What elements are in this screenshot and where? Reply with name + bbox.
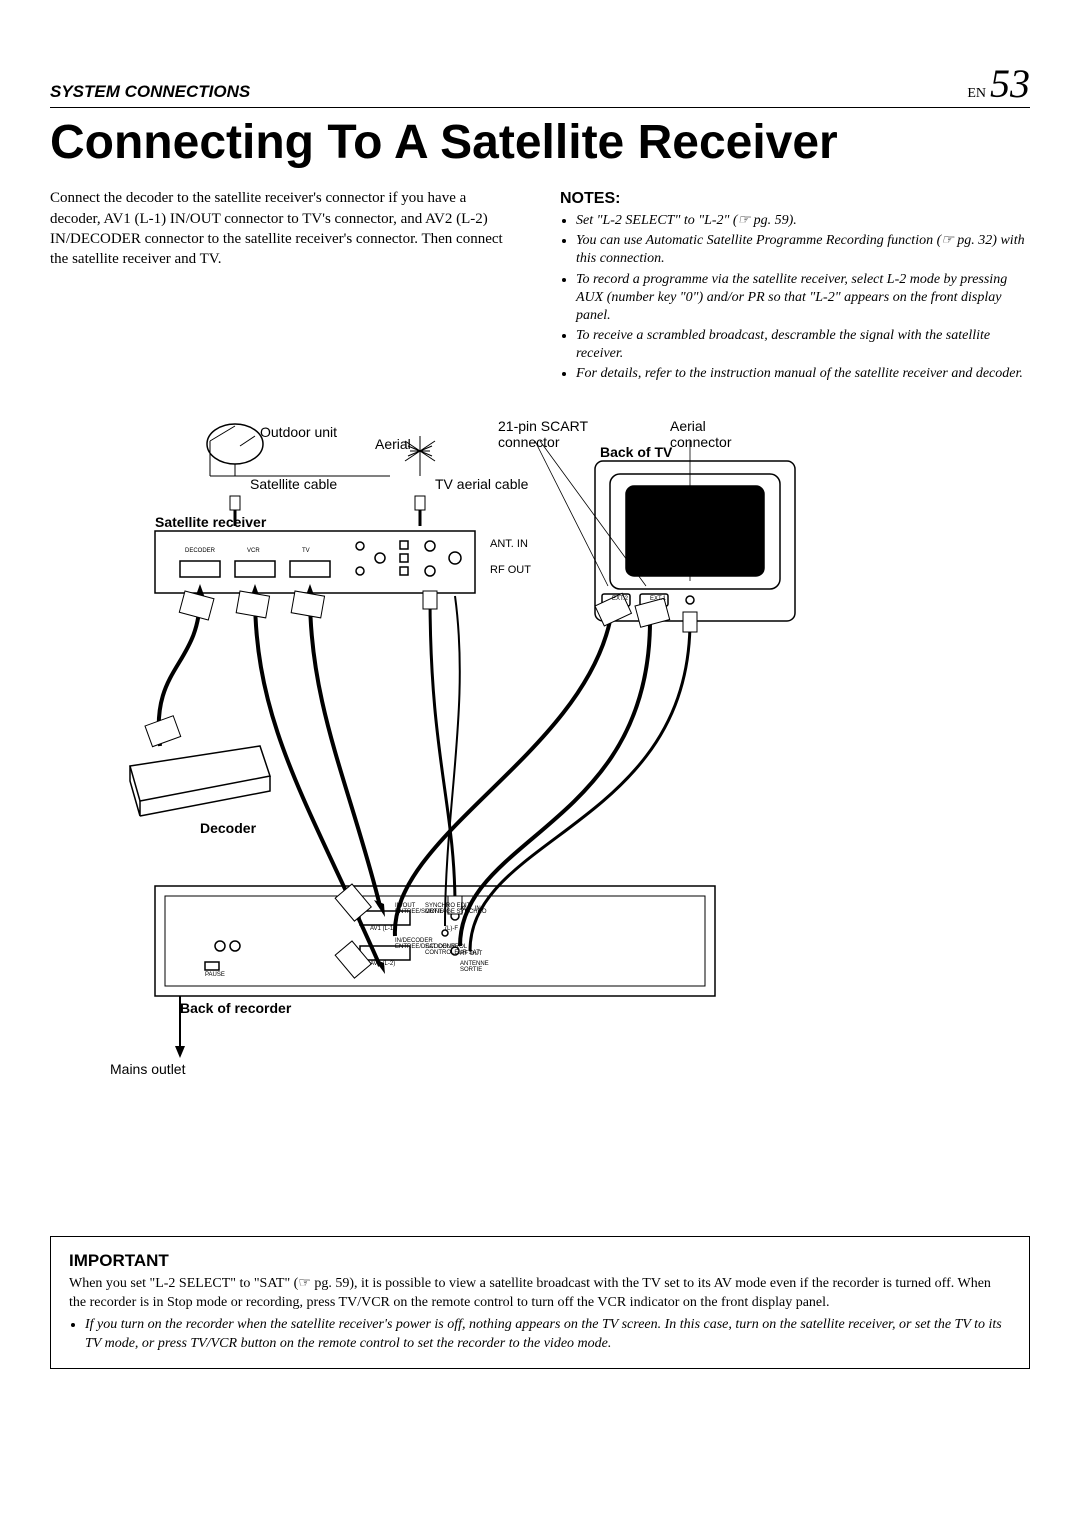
section-title: SYSTEM CONNECTIONS	[50, 82, 250, 102]
notes-list: Set "L-2 SELECT" to "L-2" (☞ pg. 59). Yo…	[560, 212, 1030, 384]
note-item: You can use Automatic Satellite Programm…	[576, 232, 1030, 268]
note-item: Set "L-2 SELECT" to "L-2" (☞ pg. 59).	[576, 212, 1030, 230]
main-title: Connecting To A Satellite Receiver	[50, 118, 1030, 168]
label-aerial-connector: Aerial connector	[670, 418, 750, 450]
page-number: 53	[990, 60, 1030, 107]
intro-columns: Connect the decoder to the satellite rec…	[50, 188, 1030, 385]
lang-code: EN	[967, 86, 986, 102]
label-rec-rfout: RF OUT	[460, 951, 482, 957]
note-item: For details, refer to the instruction ma…	[576, 365, 1030, 383]
label-sr-vcr: VCR	[247, 548, 260, 554]
label-sr-decoder: DECODER	[185, 548, 215, 554]
connection-diagram: Outdoor unit Aerial 21-pin SCART connect…	[50, 406, 1030, 1206]
important-list: If you turn on the recorder when the sat…	[69, 1316, 1011, 1354]
label-rec-av2: AV2 (L-2)	[370, 961, 395, 967]
label-satellite-receiver: Satellite receiver	[155, 514, 266, 530]
page-number-block: EN 53	[967, 60, 1030, 107]
page-header: SYSTEM CONNECTIONS EN 53	[50, 60, 1030, 108]
label-satellite-cable: Satellite cable	[250, 476, 337, 492]
label-back-of-recorder: Back of recorder	[180, 1000, 291, 1016]
label-decoder: Decoder	[200, 820, 256, 836]
label-scart21: 21-pin SCART connector	[498, 418, 598, 450]
intro-text: Connect the decoder to the satellite rec…	[50, 188, 520, 385]
label-rec-pause: PAUSE	[205, 972, 225, 978]
label-outdoor-unit: Outdoor unit	[260, 424, 337, 440]
label-rf-out: RF OUT	[490, 564, 531, 576]
important-bullet: If you turn on the recorder when the sat…	[85, 1316, 1011, 1354]
label-tv-aerial-cable: TV aerial cable	[435, 476, 528, 492]
label-back-of-tv: Back of TV	[600, 444, 672, 460]
note-item: To receive a scrambled broadcast, descra…	[576, 327, 1030, 363]
label-aerial: Aerial	[375, 436, 411, 452]
label-rec-av1: AV1 (L-1)	[370, 926, 395, 932]
label-rec-antin: ANT. IN	[460, 906, 481, 912]
label-rec-llf: (L)-F	[445, 926, 458, 932]
note-item: To record a programme via the satellite …	[576, 271, 1030, 326]
label-mains-outlet: Mains outlet	[110, 1061, 185, 1077]
label-ant-in: ANT. IN	[490, 538, 528, 550]
label-tv-ext1: EXT.1	[650, 596, 666, 602]
important-heading: IMPORTANT	[69, 1251, 1011, 1271]
important-paragraph: When you set "L-2 SELECT" to "SAT" (☞ pg…	[69, 1275, 1011, 1313]
notes-heading: NOTES:	[560, 188, 1030, 210]
important-box: IMPORTANT When you set "L-2 SELECT" to "…	[50, 1236, 1030, 1370]
label-rec-ant: ANTENNE SORTIE	[460, 961, 500, 973]
label-tv-ext2: EXT.2	[612, 596, 628, 602]
label-sr-tv: TV	[302, 548, 310, 554]
notes-column: NOTES: Set "L-2 SELECT" to "L-2" (☞ pg. …	[560, 188, 1030, 385]
